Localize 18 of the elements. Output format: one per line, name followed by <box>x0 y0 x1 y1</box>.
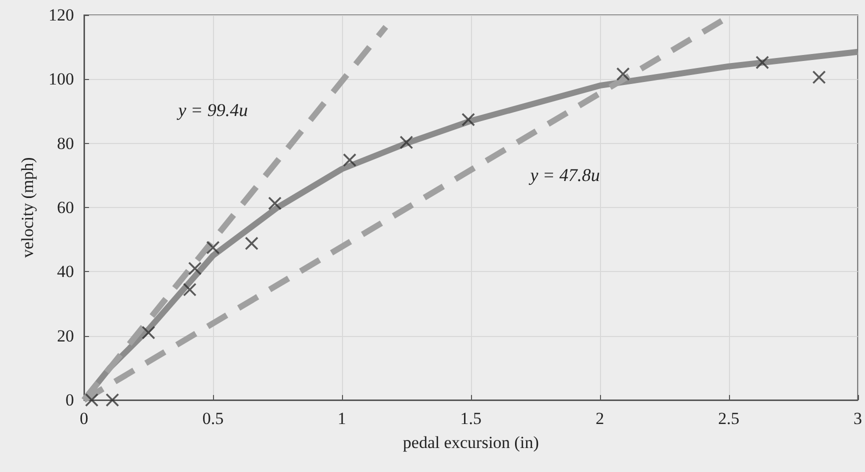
y-axis-title: velocity (mph) <box>18 157 37 258</box>
y-tick-label: 80 <box>57 134 74 153</box>
x-tick-label: 2 <box>596 409 604 428</box>
x-tick-label: 2.5 <box>718 409 740 428</box>
y-tick-label: 40 <box>57 262 74 282</box>
y-tick-label: 120 <box>48 6 74 24</box>
annotation: y = 47.8u <box>528 165 600 185</box>
y-tick-label: 100 <box>48 70 74 89</box>
x-tick-label: 1 <box>338 409 346 428</box>
annotation: y = 99.4u <box>176 100 248 120</box>
y-tick-label: 20 <box>57 326 74 346</box>
y-tick-label: 0 <box>66 390 74 410</box>
x-axis-title: pedal excursion (in) <box>402 433 539 452</box>
x-tick-label: 1.5 <box>460 409 482 428</box>
x-tick-label: 3 <box>854 409 862 428</box>
x-tick-label: 0.5 <box>202 409 224 428</box>
y-tick-label: 60 <box>57 198 74 217</box>
x-tick-label: 0 <box>80 409 88 428</box>
